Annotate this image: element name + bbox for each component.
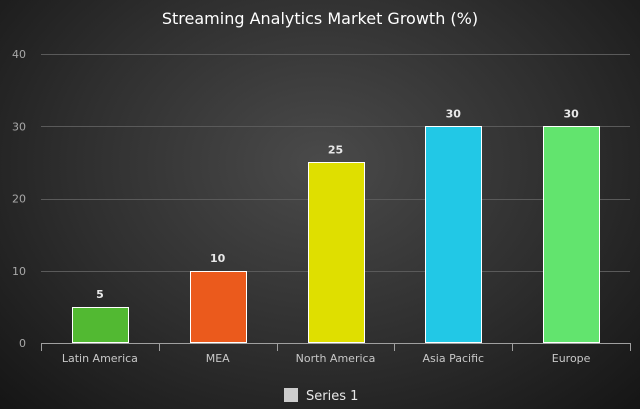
bar[interactable] — [543, 126, 600, 343]
data-label: 10 — [210, 252, 226, 265]
data-label: 30 — [563, 107, 579, 120]
bars — [72, 126, 600, 343]
legend-swatch[interactable] — [284, 388, 298, 402]
y-axis-ticks: 0 10 20 30 40 — [12, 48, 26, 350]
bar[interactable] — [308, 162, 365, 343]
data-label: 30 — [446, 107, 462, 120]
data-labels: 5 10 25 30 30 — [96, 107, 579, 301]
y-tick-label: 40 — [12, 48, 26, 61]
bar[interactable] — [425, 126, 482, 343]
bar[interactable] — [190, 271, 247, 343]
data-label: 5 — [96, 288, 104, 301]
legend-label[interactable]: Series 1 — [306, 389, 358, 404]
data-label: 25 — [328, 143, 343, 156]
legend[interactable]: Series 1 — [284, 388, 358, 404]
x-tick-label: Europe — [552, 352, 591, 365]
y-tick-label: 30 — [12, 120, 26, 133]
x-tick-label: North America — [296, 352, 376, 365]
chart-title: Streaming Analytics Market Growth (%) — [162, 9, 478, 28]
x-tick-label: MEA — [206, 352, 230, 365]
x-tick-label: Asia Pacific — [423, 352, 485, 365]
x-axis: Latin America MEA North America Asia Pacifi… — [41, 343, 631, 365]
bar[interactable] — [72, 307, 129, 343]
y-tick-label: 10 — [12, 265, 26, 278]
y-tick-label: 0 — [19, 337, 26, 350]
y-tick-label: 20 — [12, 193, 26, 206]
x-tick-label: Latin America — [62, 352, 138, 365]
